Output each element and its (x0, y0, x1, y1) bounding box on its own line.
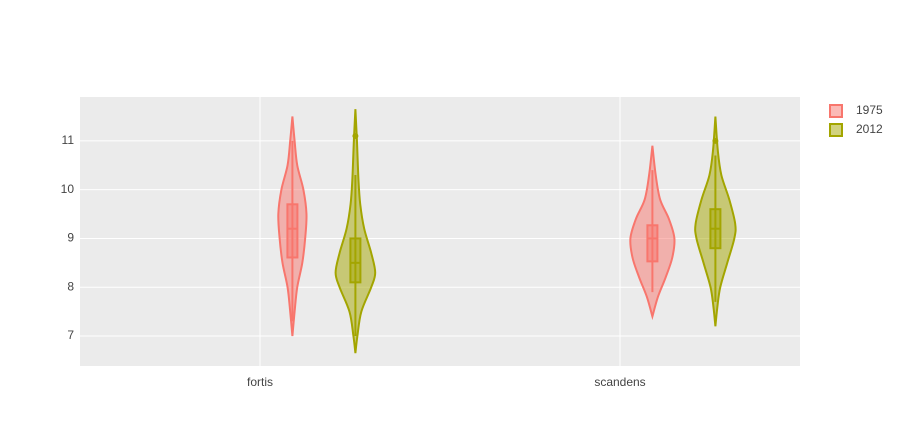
y-tick-label: 8 (67, 279, 74, 293)
box (646, 224, 659, 263)
legend-swatch (829, 104, 843, 118)
legend-label: 1975 (856, 103, 883, 117)
y-tick-label: 7 (67, 328, 74, 342)
y-tick-label: 11 (62, 133, 75, 147)
box (286, 203, 299, 259)
outlier (352, 133, 359, 140)
legend-label: 2012 (856, 122, 883, 136)
marks (277, 109, 737, 354)
outlier (712, 137, 719, 144)
legend: 1975 2012 (829, 103, 883, 137)
plot-background (80, 97, 800, 366)
y-tick-label: 10 (61, 182, 75, 196)
legend-swatch (829, 123, 843, 137)
x-tick-label: fortis (247, 375, 273, 389)
y-tick-label: 9 (67, 231, 74, 245)
x-tick-label: scandens (594, 375, 645, 389)
box (349, 237, 362, 284)
grid: 7 8 9 10 11 fortis scandens (61, 97, 800, 389)
